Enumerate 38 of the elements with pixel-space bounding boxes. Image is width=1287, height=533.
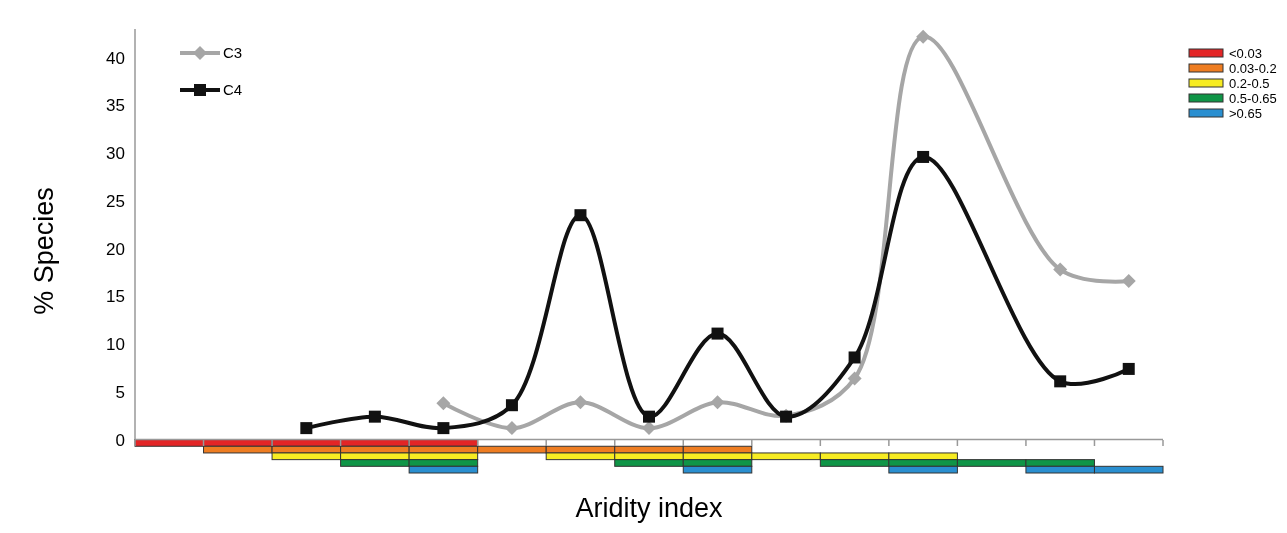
point — [1122, 362, 1135, 375]
point — [505, 399, 518, 412]
point — [504, 421, 519, 436]
legend-label: <0.03 — [1229, 45, 1262, 61]
x-axis-title: Aridity index — [575, 493, 724, 523]
y-tick-label: 5 — [115, 382, 125, 402]
legend-label: 0.2-0.5 — [1229, 75, 1270, 91]
legend-label: 0.03-0.2 — [1229, 60, 1277, 76]
point — [710, 395, 725, 410]
legend-label: >0.65 — [1229, 105, 1262, 121]
y-tick-label: 0 — [115, 430, 125, 450]
y-tick-label: 20 — [106, 239, 125, 259]
y-tick-label: 35 — [106, 96, 125, 116]
point — [437, 422, 450, 435]
point — [917, 150, 930, 163]
y-tick-label: 15 — [106, 287, 125, 307]
point — [1053, 262, 1068, 277]
y-tick-label: 10 — [106, 335, 125, 355]
legend-label: C3 — [223, 44, 243, 62]
y-tick-label: 40 — [106, 48, 125, 68]
point — [711, 327, 724, 340]
point — [573, 395, 588, 410]
point — [368, 410, 381, 423]
point — [848, 351, 861, 364]
point — [436, 396, 451, 411]
y-axis-title: % Species — [29, 187, 59, 315]
y-tick-label: 25 — [106, 191, 125, 211]
point — [642, 421, 656, 436]
point — [1121, 274, 1136, 289]
point — [1054, 375, 1067, 388]
point — [847, 371, 862, 386]
legend-label: 0.5-0.65 — [1229, 90, 1277, 106]
point — [643, 410, 655, 423]
point — [574, 209, 587, 222]
point — [916, 29, 931, 44]
y-tick-label: 30 — [106, 144, 125, 164]
point — [300, 422, 313, 435]
legend-label: C4 — [223, 81, 243, 99]
